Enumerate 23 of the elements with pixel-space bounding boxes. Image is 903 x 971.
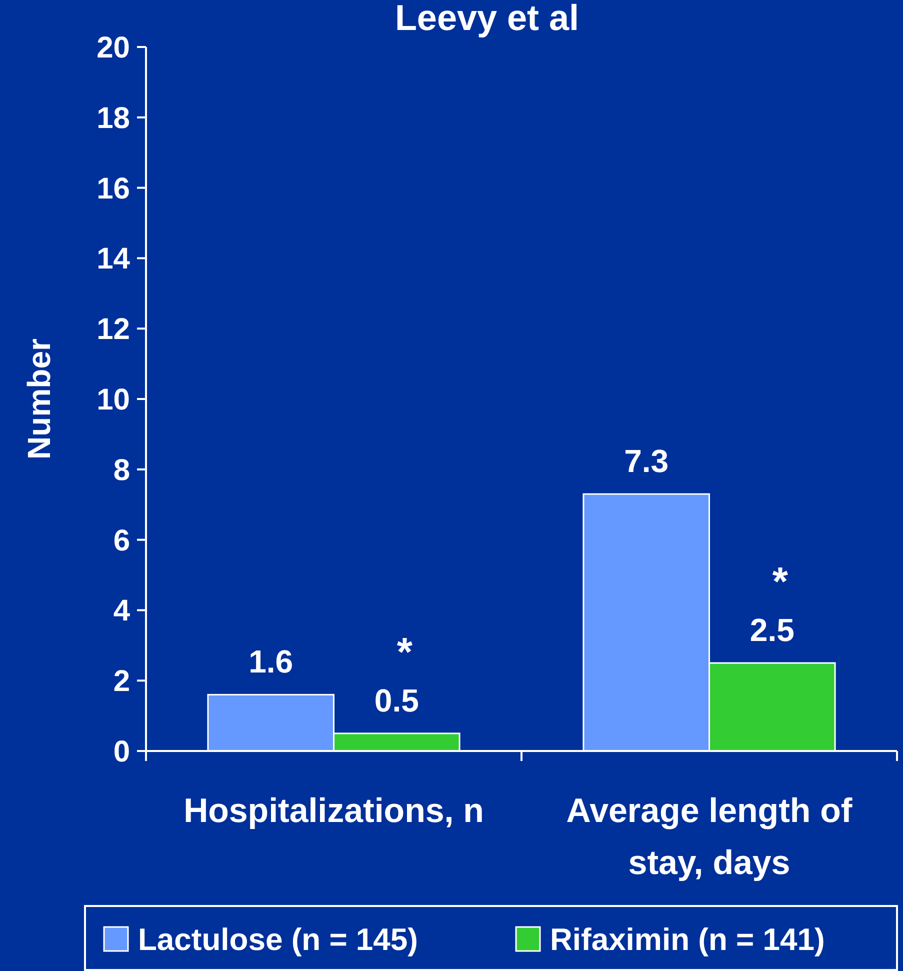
data-label: 7.3 [624,443,669,480]
y-tick-label: 8 [113,454,130,487]
y-tick-label: 16 [96,172,130,206]
x-tick-label: Hospitalizations, n [184,792,484,830]
legend-label: Rifaximin (n = 141) [550,922,825,957]
data-label: 1.6 [248,644,294,680]
y-tick-label: 18 [96,102,130,135]
annotation: * [396,630,413,674]
data-label: 0.5 [374,682,419,718]
y-tick-label: 14 [96,242,130,276]
y-tick-label: 0 [113,736,130,768]
chart-title: Leevy et al [394,0,580,38]
y-tick-label: 2 [113,665,130,698]
y-tick-label: 12 [96,313,130,346]
y-tick-label: 20 [96,32,130,64]
legend-label: Lactulose (n = 145) [138,922,418,957]
annotation: * [772,560,788,604]
data-label: 2.5 [750,612,794,648]
y-axis-title: Number [21,338,57,460]
y-tick-label: 4 [113,594,130,628]
x-tick-label: Average length of stay, days [566,792,853,882]
y-tick-label: 6 [113,524,130,558]
y-tick-label: 10 [96,384,130,416]
